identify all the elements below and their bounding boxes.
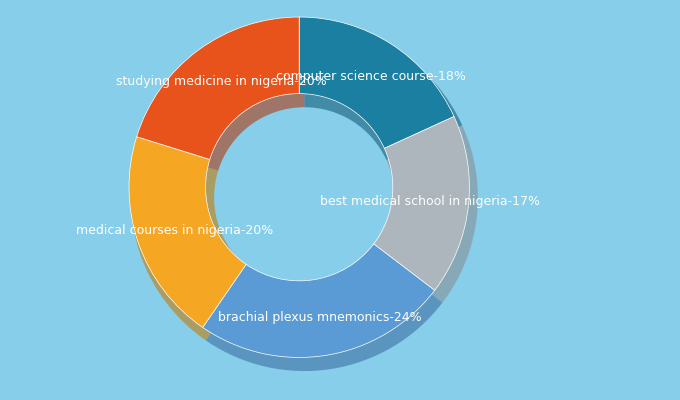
Text: brachial plexus mnemonics-24%: brachial plexus mnemonics-24% (218, 311, 422, 324)
Wedge shape (203, 244, 435, 358)
Wedge shape (299, 17, 454, 148)
Wedge shape (305, 24, 462, 160)
Wedge shape (206, 252, 443, 371)
Wedge shape (376, 125, 478, 302)
Wedge shape (139, 24, 305, 171)
Text: medical courses in nigeria-20%: medical courses in nigeria-20% (76, 224, 273, 237)
Wedge shape (131, 146, 253, 340)
Wedge shape (137, 17, 299, 160)
Text: studying medicine in nigeria-20%: studying medicine in nigeria-20% (116, 74, 326, 88)
Wedge shape (374, 116, 469, 290)
Wedge shape (129, 137, 246, 328)
Text: computer science course-18%: computer science course-18% (275, 70, 465, 83)
Text: best medical school in nigeria-17%: best medical school in nigeria-17% (320, 195, 541, 208)
